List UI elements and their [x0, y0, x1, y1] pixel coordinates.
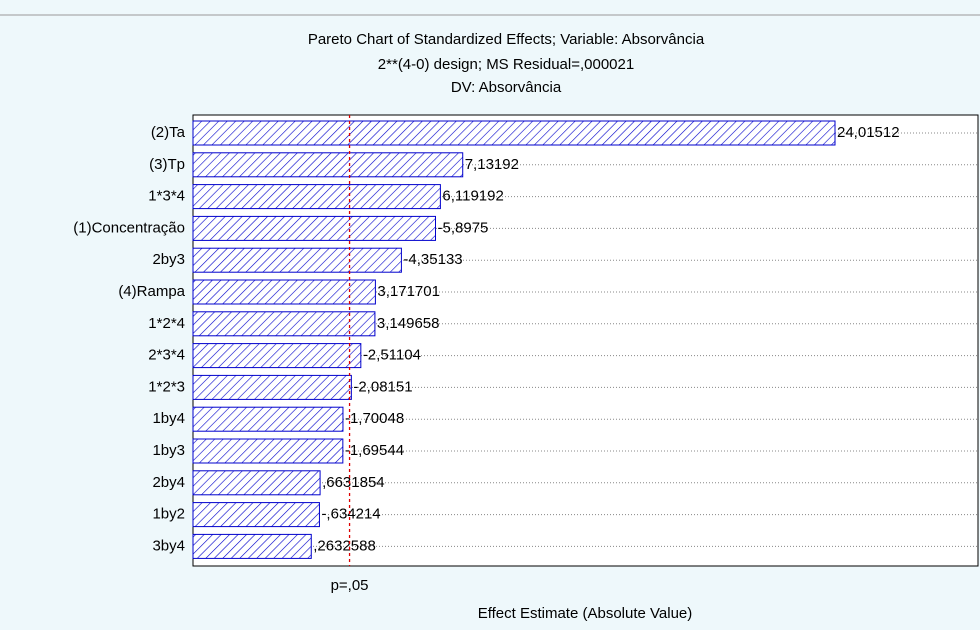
bar: [192, 247, 402, 273]
reference-label: p=,05: [331, 577, 369, 594]
data-label: ,2632588: [313, 537, 376, 554]
bar: [192, 343, 362, 369]
y-tick-label: 1by3: [152, 442, 185, 459]
bar: [192, 470, 321, 496]
data-label: 3,149658: [377, 315, 440, 332]
y-tick-label: (2)Ta: [151, 124, 186, 141]
data-label: -,634214: [321, 506, 380, 523]
bar: [192, 152, 464, 178]
y-tick-label: (4)Rampa: [118, 283, 185, 300]
data-label: 3,171701: [377, 283, 440, 300]
bar: [192, 184, 441, 210]
y-tick-label: 1by2: [152, 506, 185, 523]
data-label: -5,8975: [438, 219, 489, 236]
bar: [192, 374, 352, 400]
chart-subtitle: 2**(4-0) design; MS Residual=,000021: [378, 56, 634, 73]
y-tick-label: 1*3*4: [148, 188, 185, 205]
bar: [192, 438, 344, 464]
data-label: 7,13192: [465, 156, 519, 173]
bar: [192, 502, 320, 528]
data-label: 24,01512: [837, 124, 900, 141]
bar: [192, 120, 836, 146]
y-tick-label: 3by4: [152, 537, 185, 554]
bar: [192, 311, 376, 337]
bar: [192, 279, 376, 305]
data-label: -4,35133: [403, 251, 462, 268]
bar: [192, 406, 344, 432]
bar: [192, 533, 312, 559]
y-tick-label: 2*3*4: [148, 347, 185, 364]
data-label: -1,70048: [345, 410, 404, 427]
x-axis-label: Effect Estimate (Absolute Value): [478, 605, 693, 622]
y-tick-label: 1*2*4: [148, 315, 185, 332]
plot-area: [192, 114, 979, 567]
data-label: 6,119192: [442, 188, 503, 205]
y-tick-label: 2by3: [152, 251, 185, 268]
bar: [192, 215, 437, 241]
data-label: -2,51104: [363, 347, 421, 364]
y-tick-label: 1*2*3: [148, 378, 185, 395]
data-label: ,6631854: [322, 474, 385, 491]
chart-title: Pareto Chart of Standardized Effects; Va…: [308, 31, 705, 48]
chart-subtitle: DV: Absorvância: [451, 79, 562, 96]
y-tick-label: 2by4: [152, 474, 185, 491]
y-tick-label: 1by4: [152, 410, 185, 427]
y-tick-label: (1)Concentração: [73, 219, 185, 236]
data-label: -1,69544: [345, 442, 404, 459]
y-tick-label: (3)Tp: [149, 156, 185, 173]
data-label: -2,08151: [353, 378, 412, 395]
